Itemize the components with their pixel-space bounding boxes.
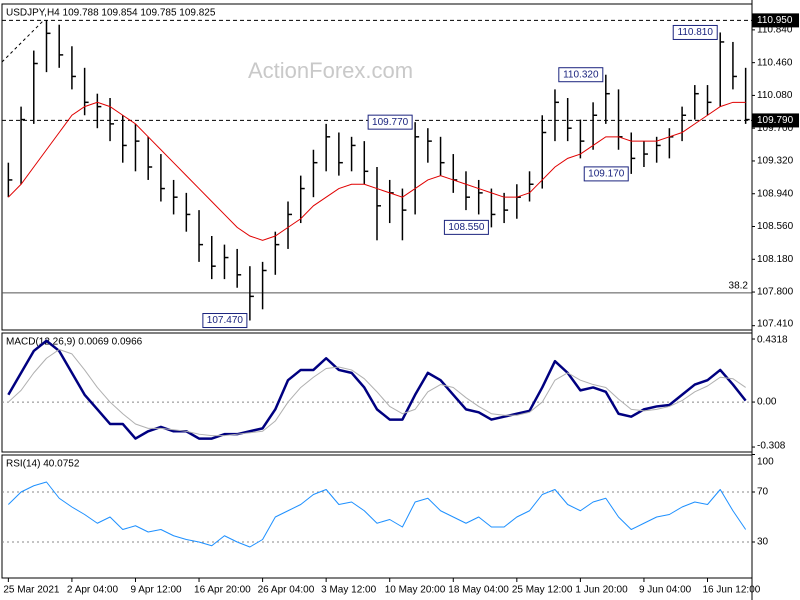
- price-annotation: [202, 313, 248, 329]
- indicator-line: [8, 481, 747, 548]
- price-annotation-label: 107.470: [207, 315, 244, 326]
- y-tick-label: 110.080: [757, 90, 793, 101]
- price-annotation: [558, 67, 604, 83]
- y-tick-label: 0.4318: [757, 335, 788, 346]
- price-annotation: [443, 219, 489, 235]
- y-tick-label: 108.560: [757, 221, 794, 232]
- price-marker-label: 109.790: [757, 115, 794, 126]
- price-annotation-label: 110.810: [678, 27, 714, 38]
- x-tick-label: 9 Jun 04:00: [639, 585, 692, 596]
- x-tick-label: 16 Jun 12:00: [703, 585, 761, 596]
- moving-average: [7, 101, 746, 241]
- indicator-line: [8, 348, 746, 437]
- price-annotation-label: 108.550: [448, 222, 485, 233]
- y-tick-label: 108.180: [757, 254, 794, 265]
- price-marker: [752, 113, 799, 128]
- x-tick-label: 25 May 12:00: [512, 585, 573, 596]
- price-annotation-label: 109.770: [372, 117, 409, 128]
- y-tick-label: 107.800: [757, 287, 794, 298]
- y-tick-label: 107.410: [757, 319, 794, 330]
- x-tick-label: 26 Apr 04:00: [258, 585, 315, 596]
- y-tick-label: 30: [757, 537, 769, 548]
- y-tick-label: 100: [757, 457, 774, 468]
- h-line-name: 38.2: [729, 281, 749, 292]
- x-tick-label: 10 May 20:00: [385, 585, 446, 596]
- price-annotation-label: 109.170: [588, 169, 625, 180]
- price-marker: [752, 13, 799, 28]
- x-tick-label: 1 Jun 20:00: [575, 585, 628, 596]
- x-tick-label: 16 Apr 20:00: [194, 585, 251, 596]
- panel-title: MACD(12,26,9) 0.0069 0.0966: [6, 337, 143, 348]
- price-annotation: [583, 166, 629, 182]
- panel-title: RSI(14) 40.0752: [6, 459, 80, 470]
- y-tick-label: 110.460: [757, 57, 793, 68]
- y-tick-label: 109.700: [757, 123, 794, 134]
- y-tick-label: 109.320: [757, 156, 794, 167]
- y-tick-label: 108.940: [757, 188, 794, 199]
- price-annotation: [367, 114, 413, 130]
- price-annotation-label: 110.320: [563, 69, 599, 80]
- trend-line: [1, 19, 45, 63]
- y-tick-label: -0.308: [757, 441, 786, 452]
- x-tick-label: 3 May 12:00: [321, 585, 376, 596]
- price-annotation: [672, 24, 718, 40]
- panel-title: USDJPY,H4 109.788 109.854 109.785 109.82…: [6, 8, 216, 19]
- x-tick-label: 9 Apr 12:00: [130, 585, 182, 596]
- price-marker-label: 110.950: [757, 15, 793, 26]
- y-tick-label: 0.00: [757, 397, 777, 408]
- watermark: ActionForex.com: [248, 58, 413, 83]
- x-tick-label: 25 Mar 2021: [3, 585, 60, 596]
- y-tick-label: 110.840: [757, 25, 793, 36]
- y-tick-label: 70: [757, 487, 769, 498]
- x-tick-label: 18 May 04:00: [448, 585, 509, 596]
- indicator-line: [7, 339, 747, 440]
- x-tick-label: 2 Apr 04:00: [67, 585, 119, 596]
